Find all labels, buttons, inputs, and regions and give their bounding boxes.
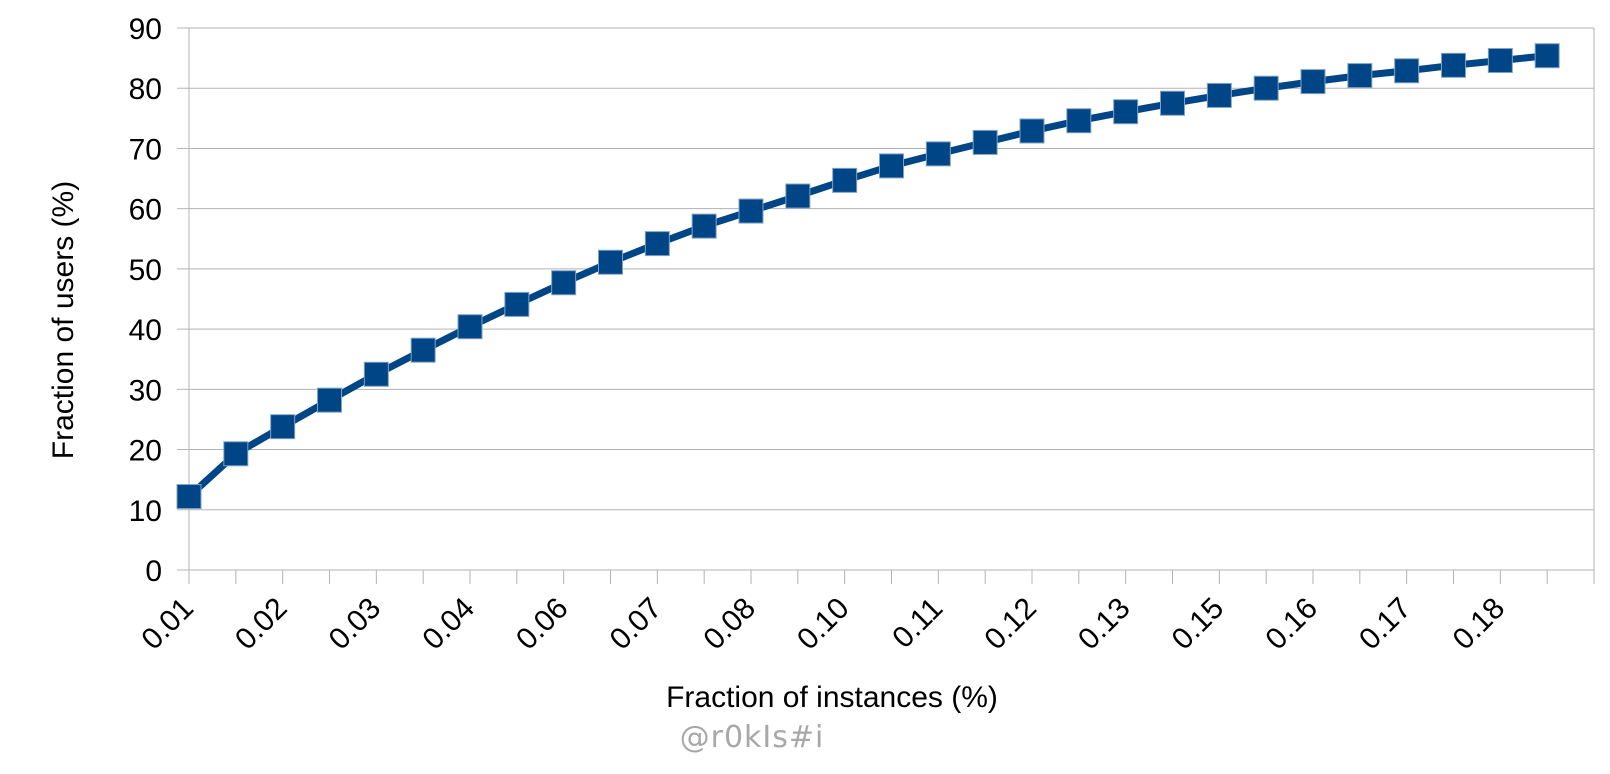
data-point-marker [972, 129, 998, 155]
data-point-marker [1019, 118, 1045, 144]
data-point-marker [1253, 75, 1279, 101]
series-group [176, 43, 1560, 510]
data-point-marker [1160, 90, 1185, 116]
watermark: @r0kIs#i [680, 720, 825, 755]
data-point-marker [738, 198, 764, 224]
y-tick-label: 10 [129, 495, 162, 528]
x-tick-label: 0.12 [978, 592, 1043, 657]
data-point-marker [598, 249, 623, 275]
x-tick-label: 0.13 [1072, 592, 1137, 657]
data-point-marker [1394, 58, 1420, 84]
data-point-marker [785, 183, 811, 209]
y-tick-label: 0 [145, 555, 162, 588]
x-axis-title: Fraction of instances (%) [666, 681, 998, 714]
data-point-marker [879, 153, 904, 179]
x-tick-label: 0.04 [416, 592, 481, 657]
data-point-marker [1347, 63, 1373, 89]
x-axis-tick-labels: 0.01 0.02 0.03 0.04 0.06 0.07 0.08 0.10 0.11 0.12… [135, 592, 1511, 657]
data-point-marker [1534, 43, 1560, 69]
data-point-marker [1113, 99, 1139, 125]
gridlines [177, 27, 1595, 571]
data-point-marker [176, 484, 202, 510]
x-tick-label: 0.11 [886, 592, 949, 655]
y-tick-label: 50 [129, 254, 162, 287]
y-tick-label: 20 [129, 435, 162, 468]
x-tick-label: 0.18 [1447, 592, 1512, 657]
data-point-marker [1206, 82, 1232, 108]
data-point-marker [270, 414, 296, 440]
data-point-marker [457, 314, 483, 340]
data-point-marker [832, 167, 858, 193]
x-tick-label: 0.16 [1259, 592, 1324, 657]
x-tick-label: 0.10 [791, 592, 856, 657]
x-tick-label: 0.01 [135, 592, 200, 657]
data-point-marker [1441, 52, 1466, 78]
x-axis [188, 569, 1595, 584]
data-point-marker [644, 231, 670, 257]
y-axis-tick-labels: 0 10 20 30 40 50 60 70 80 90 [129, 13, 162, 588]
data-point-marker [925, 141, 951, 167]
x-tick-label: 0.07 [604, 592, 669, 657]
y-tick-label: 80 [129, 73, 162, 106]
x-tick-label: 0.15 [1166, 592, 1231, 657]
x-tick-label: 0.08 [697, 592, 762, 657]
y-tick-label: 90 [129, 13, 162, 46]
data-point-marker [1487, 48, 1513, 74]
data-point-marker [363, 361, 389, 387]
series-line [185, 52, 1551, 500]
y-tick-label: 70 [129, 133, 162, 166]
y-tick-label: 40 [129, 314, 162, 347]
x-tick-label: 0.17 [1353, 592, 1418, 657]
data-point-marker [1300, 69, 1326, 95]
data-point-marker [1066, 108, 1092, 134]
x-tick-label: 0.03 [323, 592, 388, 657]
y-axis-title: Fraction of users (%) [47, 181, 80, 459]
data-point-marker [504, 291, 530, 317]
data-point-marker [551, 270, 577, 296]
x-tick-label: 0.06 [510, 592, 575, 657]
x-tick-label: 0.02 [229, 592, 294, 657]
data-point-marker [317, 387, 342, 413]
data-point-marker [691, 213, 717, 239]
data-point-marker [223, 441, 249, 467]
data-point-marker [410, 337, 436, 363]
y-tick-label: 30 [129, 374, 162, 407]
y-tick-label: 60 [129, 194, 162, 227]
